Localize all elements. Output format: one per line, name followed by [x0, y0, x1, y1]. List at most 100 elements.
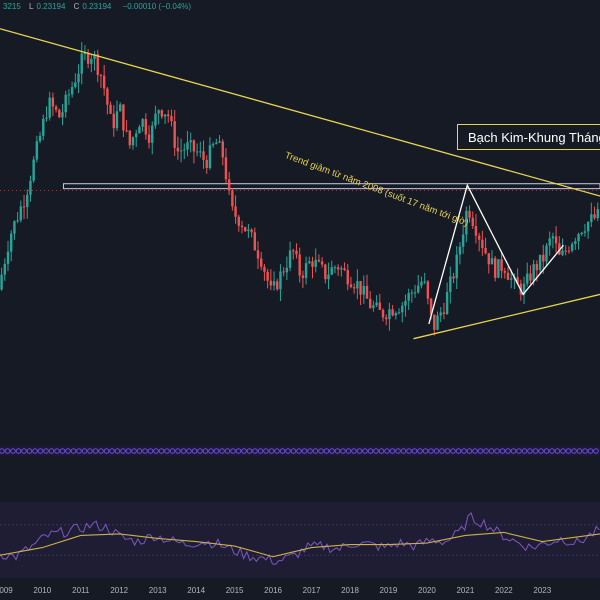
separator-bead: [472, 448, 478, 454]
candle-down: [125, 120, 128, 133]
candle-up: [61, 103, 64, 126]
candle-up: [461, 224, 465, 254]
x-tick-label: 2010: [33, 586, 52, 595]
candle-down: [378, 293, 382, 311]
separator-bead: [587, 448, 594, 454]
separator-bead: [543, 448, 550, 454]
separator-bead: [153, 448, 159, 454]
candle-up: [10, 230, 13, 262]
candle-up: [38, 131, 42, 144]
candle-down: [503, 267, 507, 279]
candle-up: [215, 138, 218, 145]
candle-up: [356, 269, 359, 300]
candle-down: [516, 268, 519, 284]
rsi-line: [0, 512, 600, 565]
separator-band[interactable]: [0, 446, 600, 456]
x-tick-label: 2021: [456, 586, 475, 595]
candle-up: [154, 105, 157, 129]
separator-bead: [565, 448, 572, 454]
separator-bead: [180, 448, 187, 454]
candle-down: [433, 314, 436, 336]
separator-bead: [296, 448, 302, 454]
separator-bead: [323, 448, 330, 454]
candle-down: [477, 232, 481, 252]
rsi-panel: [0, 502, 600, 578]
separator-bead: [510, 448, 517, 454]
candle-up: [548, 231, 551, 256]
candle-up: [163, 114, 167, 125]
candle-down: [250, 228, 253, 238]
separator-bead: [224, 448, 231, 454]
candle-up: [327, 262, 330, 290]
candle-down: [500, 252, 503, 279]
separator-bead: [10, 448, 16, 454]
separator-bead: [252, 448, 258, 454]
candle-up: [29, 175, 32, 202]
candle-up: [497, 259, 500, 279]
candle-down: [234, 195, 237, 224]
separator-bead: [164, 448, 170, 454]
candle-down: [385, 314, 388, 326]
candle-up: [449, 266, 452, 304]
x-tick-label: 2012: [110, 586, 129, 595]
separator-bead: [422, 448, 429, 454]
candle-up: [526, 262, 529, 287]
candle-up: [3, 258, 7, 281]
separator-bead: [428, 448, 434, 454]
separator-bead: [136, 448, 143, 454]
candle-up: [115, 100, 119, 132]
candle-up: [574, 237, 577, 250]
separator-bead: [521, 448, 528, 454]
candle-up: [272, 271, 276, 291]
candle-up: [208, 137, 212, 170]
separator-bead: [318, 448, 324, 454]
downtrend-line[interactable]: [0, 28, 600, 197]
pattern-path[interactable]: [428, 183, 564, 325]
candle-down: [487, 253, 490, 274]
separator-bead: [59, 448, 66, 454]
separator-bead: [400, 448, 407, 454]
candle-down: [468, 205, 471, 223]
candle-down: [282, 267, 285, 277]
candle-up: [538, 254, 542, 275]
separator-bead: [109, 448, 115, 454]
separator-bead: [202, 448, 209, 454]
candle-up: [308, 256, 311, 265]
candle-up: [420, 276, 423, 289]
candle-up: [439, 307, 442, 323]
annotation-lines[interactable]: [0, 28, 600, 340]
candle-down: [481, 230, 484, 256]
x-tick-label: 2018: [341, 586, 359, 595]
candle-down: [352, 283, 356, 294]
ohlc-low-value: L 0.23194: [29, 2, 66, 11]
x-tick-label: 2022: [494, 586, 513, 595]
candle-up: [522, 276, 526, 305]
separator-bead: [334, 448, 341, 454]
candle-up: [77, 64, 80, 94]
support-line[interactable]: [413, 293, 600, 340]
x-tick-label: 2011: [72, 586, 90, 595]
candle-up: [179, 138, 183, 163]
time-axis[interactable]: 2009 2010 2011 2012 2013 2014 2015 2016 2017 2018…: [0, 583, 600, 600]
candle-up: [199, 141, 202, 158]
separator-bead: [235, 448, 242, 454]
separator-bead: [356, 448, 363, 454]
separator-bead: [307, 448, 313, 454]
separator-bead: [301, 448, 308, 454]
separator-bead: [444, 448, 451, 454]
candle-up: [577, 232, 580, 250]
candle-up: [74, 73, 77, 89]
candle-down: [221, 139, 224, 166]
candle-down: [243, 226, 247, 232]
pane-separator[interactable]: [0, 446, 600, 456]
candle-up: [48, 91, 51, 121]
candle-up: [314, 248, 317, 273]
separator-bead: [257, 448, 264, 454]
candle-down: [269, 269, 273, 291]
candle-down: [253, 227, 257, 251]
candle-up: [285, 256, 289, 280]
candle-down: [365, 274, 369, 299]
candle-down: [593, 206, 596, 220]
separator-bead: [417, 448, 423, 454]
